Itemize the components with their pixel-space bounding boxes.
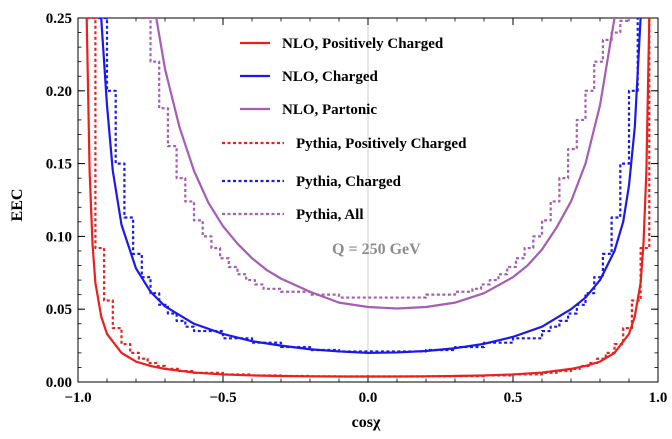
series-pythia-charged bbox=[98, 18, 639, 353]
annotation-energy: Q = 250 GeV bbox=[332, 241, 421, 258]
series-pythia-all bbox=[141, 18, 631, 299]
axes: −1.0 −0.5 0.0 0.5 1.0 0.00 0.05 0.10 0.15 0.20 0.2… bbox=[46, 11, 668, 406]
legend-label-nlo-charged: NLO, Charged bbox=[282, 69, 378, 85]
y-tick-label: 0.15 bbox=[46, 157, 72, 173]
series-nlo-charged bbox=[100, 18, 642, 354]
y-tick-label: 0.25 bbox=[46, 11, 72, 27]
legend-label-nlo-partonic: NLO, Partonic bbox=[282, 102, 377, 118]
x-tick-label: −1.0 bbox=[64, 390, 91, 406]
y-tick-label: 0.00 bbox=[46, 375, 72, 391]
legend: NLO, Positively Charged NLO, Charged NLO, … bbox=[222, 36, 467, 223]
x-tick-label: 1.0 bbox=[649, 390, 668, 406]
x-axis-title: cosχ bbox=[352, 414, 381, 431]
y-axis-title: EEC bbox=[9, 189, 26, 222]
legend-label-pythia-charged: Pythia, Charged bbox=[296, 174, 402, 190]
series-nlo-partonic bbox=[155, 18, 616, 310]
x-tick-label: 0.5 bbox=[504, 390, 523, 406]
y-tick-label: 0.05 bbox=[46, 302, 72, 318]
legend-label-pythia-positively-charged: Pythia, Positively Charged bbox=[296, 136, 467, 152]
plot-area bbox=[85, 18, 651, 378]
y-tick-label: 0.20 bbox=[46, 84, 72, 100]
x-tick-label: −0.5 bbox=[209, 390, 236, 406]
series-pythia-positively-charged bbox=[86, 18, 651, 378]
x-tick-label: 0.0 bbox=[359, 390, 378, 406]
legend-label-nlo-positively-charged: NLO, Positively Charged bbox=[282, 36, 444, 52]
y-tick-label: 0.10 bbox=[46, 229, 72, 245]
legend-label-pythia-all: Pythia, All bbox=[296, 207, 364, 223]
